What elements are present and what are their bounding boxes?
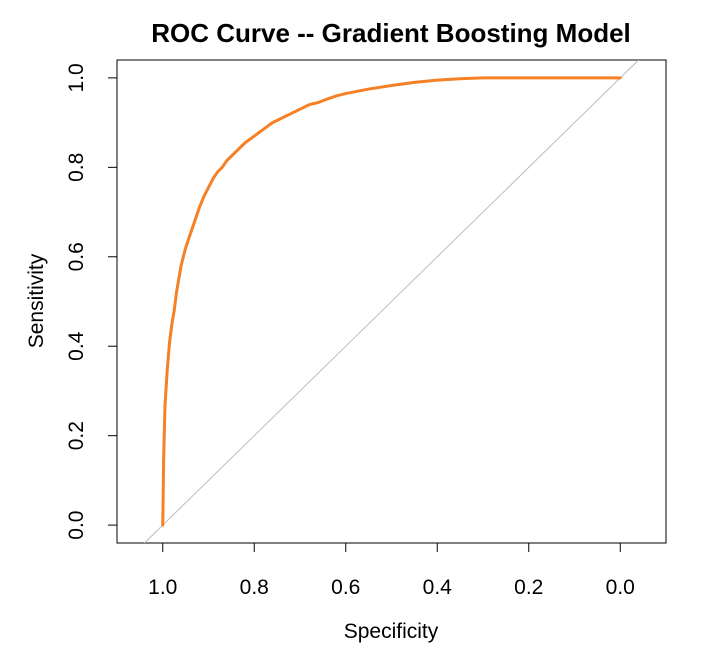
x-tick-label: 0.6	[331, 576, 360, 599]
y-tick-label: 0.4	[65, 331, 88, 361]
x-axis-title: Specificity	[344, 620, 439, 643]
x-tick-label: 1.0	[148, 576, 177, 599]
y-tick-label: 0.0	[65, 511, 88, 540]
y-axis-title: Sensitivity	[25, 253, 48, 348]
x-tick-label: 0.4	[423, 576, 453, 599]
chart-title: ROC Curve -- Gradient Boosting Model	[151, 18, 631, 48]
x-tick-label: 0.0	[606, 576, 635, 599]
diagonal-reference-line	[143, 60, 640, 543]
series-layer	[143, 60, 640, 543]
x-tick-label: 0.8	[240, 576, 269, 599]
x-tick-label: 0.2	[514, 576, 543, 599]
y-tick-label: 1.0	[65, 63, 88, 92]
x-axis: 1.0 0.8 0.6 0.4 0.2 0.0	[148, 542, 635, 599]
y-tick-label: 0.6	[65, 242, 88, 271]
y-tick-label: 0.8	[65, 153, 88, 182]
roc-curve-line	[161, 76, 622, 527]
y-tick-label: 0.2	[65, 421, 88, 450]
y-axis: 0.0 0.2 0.4 0.6 0.8 1.0	[65, 63, 118, 540]
